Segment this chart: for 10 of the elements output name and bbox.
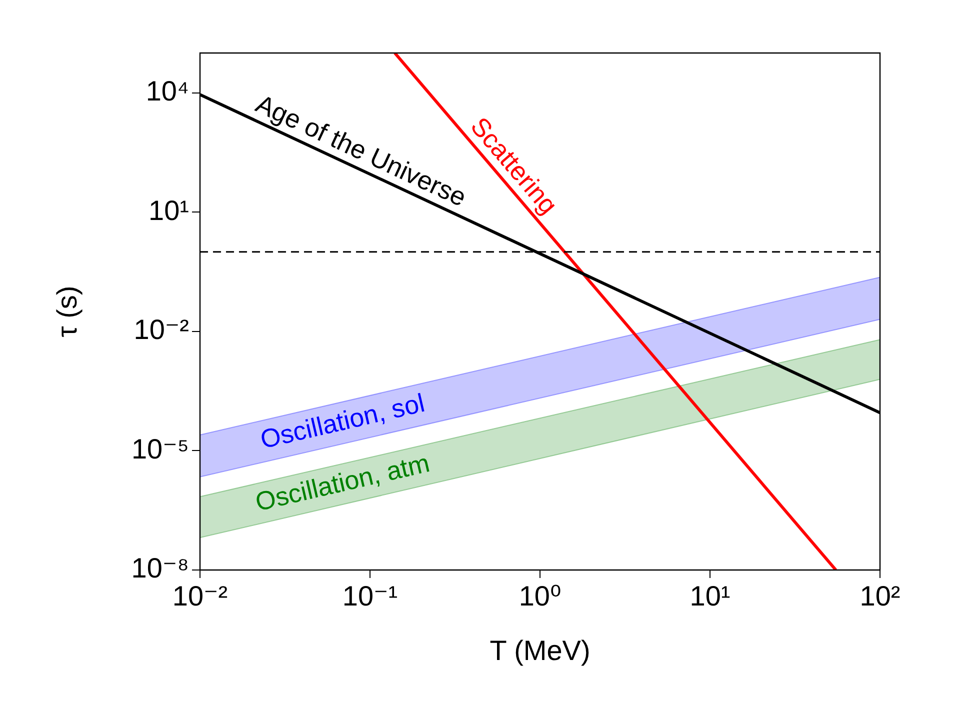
x-tick-label: 10²: [860, 580, 900, 612]
x-axis-title: T (MeV): [490, 634, 590, 666]
y-axis-title: τ (s): [52, 286, 83, 338]
y-tick-label: 10⁻²: [134, 314, 189, 346]
y-tick-label: 10¹: [148, 194, 189, 226]
y-tick-label: 10⁴: [146, 75, 189, 106]
x-tick-label: 10⁰: [518, 580, 562, 612]
x-tick-label: 10⁻¹: [342, 580, 398, 612]
x-tick-label: 10¹: [690, 580, 730, 612]
y-tick-label: 10⁻⁵: [131, 433, 189, 464]
